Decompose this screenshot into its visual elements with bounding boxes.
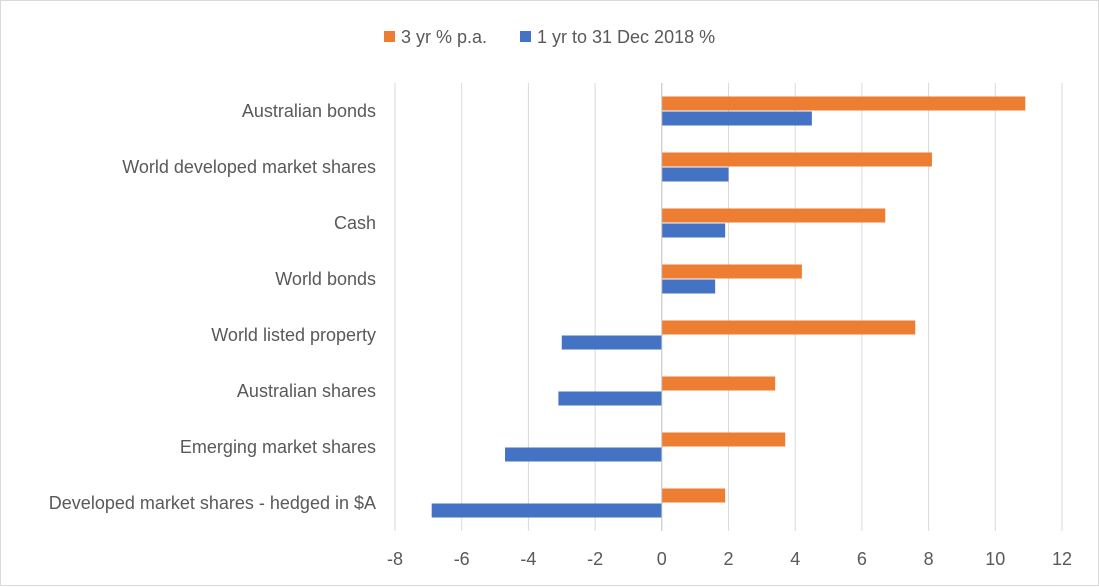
- bar-3yr: [661, 152, 932, 167]
- category-labels: Australian bonds World developed market s…: [49, 101, 376, 513]
- bar-3yr: [661, 320, 916, 335]
- legend: 3 yr % p.a. 1 yr to 31 Dec 2018 %: [384, 27, 715, 47]
- bars: [431, 96, 1026, 518]
- bar-1yr: [505, 447, 662, 462]
- category-label: Developed market shares - hedged in $A: [49, 493, 376, 513]
- category-label: World bonds: [275, 269, 376, 289]
- category-label: World listed property: [211, 325, 376, 345]
- x-tick-labels: -8 -6 -4 -2 0 2 4 6 8 10 12: [387, 549, 1072, 569]
- bar-1yr: [561, 335, 662, 350]
- bar-3yr: [661, 488, 726, 503]
- category-label: Cash: [334, 213, 376, 233]
- legend-label-1yr: 1 yr to 31 Dec 2018 %: [537, 27, 715, 47]
- bar-1yr: [661, 223, 726, 238]
- x-tick-label: -8: [387, 549, 403, 569]
- bar-1yr: [558, 391, 662, 406]
- bar-3yr: [661, 208, 886, 223]
- x-tick-label: 2: [723, 549, 733, 569]
- bar-1yr: [661, 279, 716, 294]
- x-tick-label: 10: [985, 549, 1005, 569]
- legend-swatch-1yr: [520, 31, 531, 42]
- x-tick-label: 0: [657, 549, 667, 569]
- bar-3yr: [661, 264, 802, 279]
- x-tick-label: -4: [520, 549, 536, 569]
- bar-1yr: [661, 167, 729, 182]
- bar-1yr: [431, 503, 662, 518]
- x-tick-label: -2: [587, 549, 603, 569]
- bar-3yr: [661, 432, 786, 447]
- x-tick-label: 8: [924, 549, 934, 569]
- category-label: Australian bonds: [242, 101, 376, 121]
- x-tick-label: -6: [454, 549, 470, 569]
- x-tick-label: 6: [857, 549, 867, 569]
- x-tick-label: 4: [790, 549, 800, 569]
- bar-3yr: [661, 96, 1026, 111]
- bar-3yr: [661, 376, 776, 391]
- legend-label-3yr: 3 yr % p.a.: [401, 27, 487, 47]
- category-label: Australian shares: [237, 381, 376, 401]
- bar-1yr: [661, 111, 812, 126]
- legend-swatch-3yr: [384, 31, 395, 42]
- x-tick-label: 12: [1052, 549, 1072, 569]
- gridlines: [394, 83, 1063, 531]
- category-label: Emerging market shares: [180, 437, 376, 457]
- category-label: World developed market shares: [122, 157, 376, 177]
